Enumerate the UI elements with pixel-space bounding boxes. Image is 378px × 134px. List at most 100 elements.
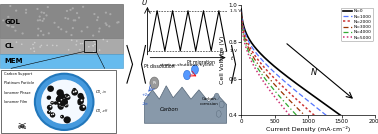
Circle shape — [59, 97, 66, 104]
Circle shape — [37, 28, 39, 30]
Circle shape — [61, 99, 62, 101]
Circle shape — [57, 105, 61, 108]
Circle shape — [7, 16, 9, 18]
Circle shape — [33, 47, 34, 49]
Circle shape — [78, 17, 80, 19]
Text: $C_{O_2,in}$: $C_{O_2,in}$ — [95, 89, 107, 97]
Circle shape — [66, 104, 68, 105]
Circle shape — [43, 12, 45, 14]
Circle shape — [92, 34, 94, 37]
Circle shape — [47, 105, 53, 110]
Circle shape — [22, 32, 24, 35]
Circle shape — [41, 80, 87, 124]
N=5000 — [319, 118, 324, 120]
Circle shape — [70, 9, 72, 11]
Circle shape — [40, 11, 43, 13]
N=0 — [304, 90, 308, 91]
Circle shape — [34, 42, 36, 43]
N=5000 — [349, 118, 354, 120]
Circle shape — [74, 19, 76, 21]
N=4000 — [312, 118, 316, 120]
Circle shape — [33, 51, 35, 52]
Circle shape — [80, 96, 85, 100]
Circle shape — [11, 26, 13, 28]
Line: N=3000: N=3000 — [241, 13, 375, 119]
Circle shape — [52, 45, 54, 46]
N=3000 — [303, 115, 307, 116]
Circle shape — [107, 40, 108, 42]
Circle shape — [65, 105, 66, 106]
N=1000 — [349, 118, 354, 120]
Circle shape — [59, 98, 65, 104]
N=0 — [311, 95, 316, 97]
Circle shape — [37, 19, 39, 21]
Circle shape — [15, 10, 17, 12]
N=3000 — [239, 13, 243, 14]
Circle shape — [216, 111, 221, 117]
Circle shape — [60, 101, 63, 103]
Circle shape — [75, 44, 77, 46]
Text: Pt migration: Pt migration — [187, 60, 215, 65]
Circle shape — [50, 106, 51, 107]
Circle shape — [32, 44, 34, 45]
N=2000 — [370, 118, 375, 120]
N=0 — [370, 118, 375, 120]
N=0 — [303, 89, 307, 91]
Text: GDL: GDL — [4, 19, 20, 25]
Polygon shape — [144, 86, 227, 123]
Circle shape — [61, 116, 62, 117]
Circle shape — [109, 13, 112, 15]
Circle shape — [105, 12, 107, 14]
Circle shape — [116, 22, 118, 24]
Circle shape — [77, 93, 84, 99]
Circle shape — [108, 25, 110, 27]
Text: startup-shutdown cycles: startup-shutdown cycles — [160, 63, 214, 67]
Circle shape — [77, 101, 82, 105]
Circle shape — [37, 34, 39, 36]
Circle shape — [39, 46, 41, 48]
Circle shape — [2, 19, 5, 21]
Circle shape — [184, 70, 191, 80]
Circle shape — [72, 7, 74, 9]
Line: N=1000: N=1000 — [241, 10, 375, 119]
Circle shape — [105, 24, 108, 26]
Circle shape — [58, 104, 64, 110]
N=4000 — [298, 118, 302, 120]
Text: CL: CL — [4, 43, 14, 49]
Circle shape — [41, 80, 87, 124]
Circle shape — [83, 106, 85, 108]
Circle shape — [99, 27, 101, 29]
Circle shape — [71, 39, 73, 41]
Text: 1 V: 1 V — [229, 49, 237, 53]
Bar — [0, 4, 123, 38]
Circle shape — [9, 5, 11, 7]
Circle shape — [81, 30, 83, 32]
Circle shape — [45, 14, 48, 16]
Text: $\delta_{agg}$: $\delta_{agg}$ — [17, 123, 27, 132]
Circle shape — [98, 30, 100, 33]
Text: Carbon
corrosion: Carbon corrosion — [199, 97, 218, 105]
Circle shape — [21, 43, 23, 45]
Circle shape — [77, 98, 84, 105]
Line: N=0: N=0 — [241, 9, 375, 119]
Circle shape — [93, 41, 95, 42]
Circle shape — [56, 45, 58, 46]
Circle shape — [47, 6, 49, 8]
Circle shape — [14, 30, 17, 32]
Circle shape — [214, 93, 219, 100]
Text: Platinum Particle: Platinum Particle — [4, 81, 34, 85]
N=1000 — [303, 98, 307, 99]
Circle shape — [92, 45, 94, 47]
Bar — [2, 70, 116, 133]
Circle shape — [56, 89, 64, 96]
N=3000 — [349, 118, 354, 120]
Circle shape — [71, 89, 78, 96]
N=4000 — [319, 118, 324, 120]
Circle shape — [40, 30, 42, 32]
Circle shape — [6, 42, 8, 44]
N=1000 — [328, 118, 333, 120]
Circle shape — [39, 19, 41, 21]
Text: t: t — [231, 56, 233, 61]
Circle shape — [60, 100, 62, 101]
Text: 1.5 V: 1.5 V — [229, 9, 241, 13]
